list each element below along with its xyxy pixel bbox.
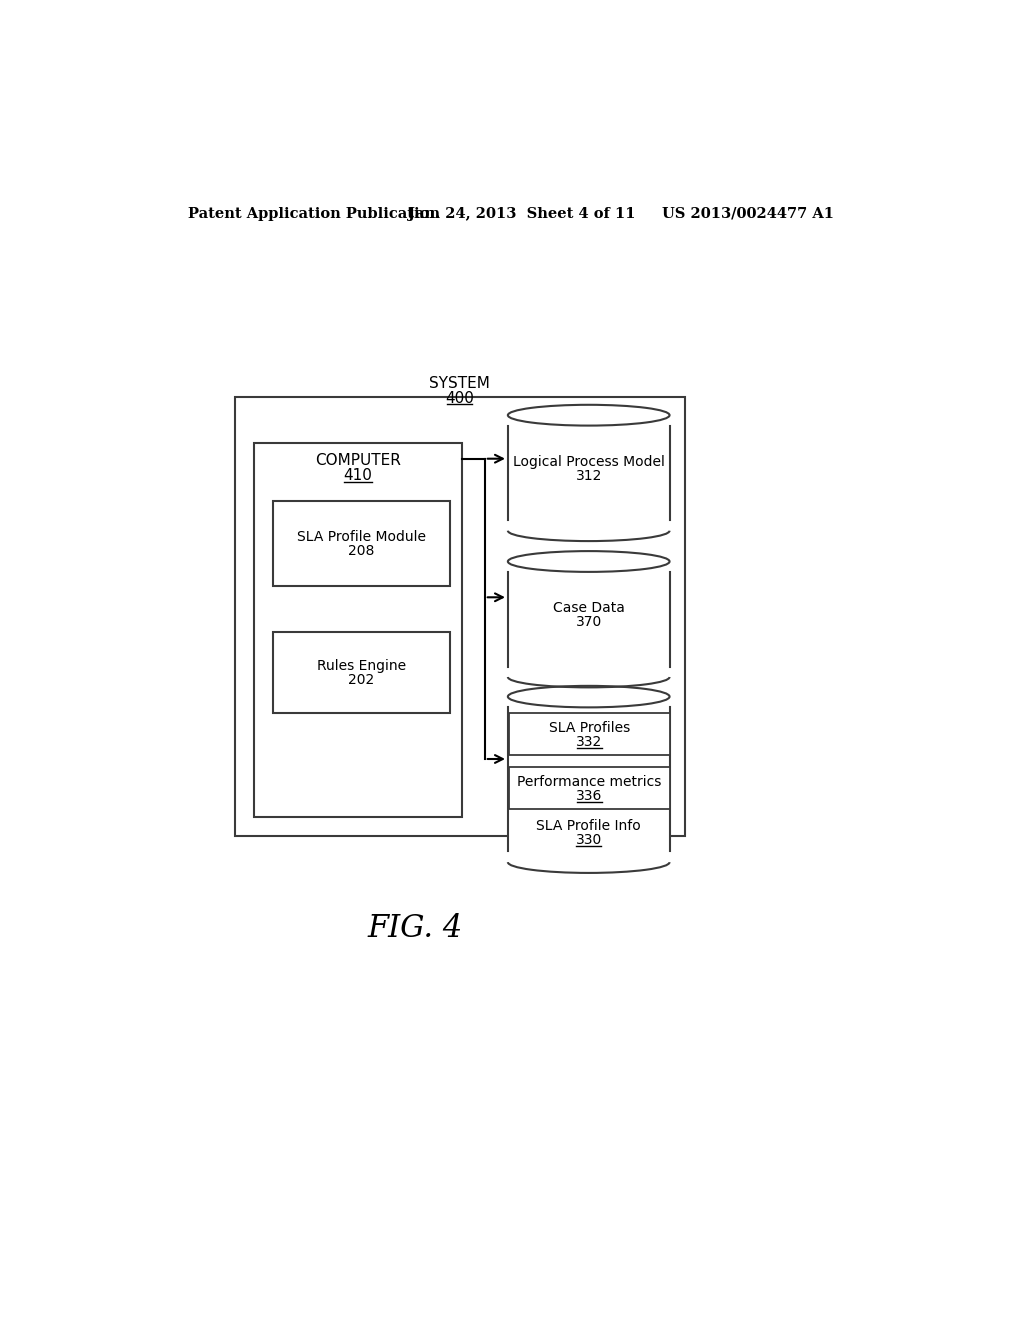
Text: 410: 410	[343, 469, 372, 483]
Text: 330: 330	[575, 833, 602, 847]
Bar	[508, 572, 670, 667]
Text: US 2013/0024477 A1: US 2013/0024477 A1	[662, 207, 834, 220]
Text: SYSTEM: SYSTEM	[429, 376, 490, 391]
Text: SLA Profile Module: SLA Profile Module	[297, 531, 426, 544]
Ellipse shape	[508, 405, 670, 425]
Bar	[273, 632, 451, 713]
Text: Case Data: Case Data	[553, 602, 625, 615]
Text: SLA Profile Info: SLA Profile Info	[537, 818, 641, 833]
Text: 400: 400	[445, 391, 474, 407]
Bar	[273, 502, 451, 586]
Bar	[234, 397, 685, 836]
Text: FIG. 4: FIG. 4	[368, 913, 463, 944]
Text: Rules Engine: Rules Engine	[317, 659, 407, 673]
Text: 336: 336	[577, 788, 603, 803]
Text: COMPUTER: COMPUTER	[314, 453, 400, 467]
Text: 312: 312	[575, 469, 602, 483]
Text: Logical Process Model: Logical Process Model	[513, 455, 665, 469]
Ellipse shape	[508, 851, 670, 873]
Ellipse shape	[508, 520, 670, 541]
Bar	[509, 767, 670, 809]
Ellipse shape	[508, 686, 670, 708]
Ellipse shape	[508, 667, 670, 688]
Bar	[509, 713, 670, 755]
Text: Jan. 24, 2013  Sheet 4 of 11: Jan. 24, 2013 Sheet 4 of 11	[408, 207, 635, 220]
Text: Performance metrics: Performance metrics	[517, 775, 662, 789]
Bar	[254, 444, 462, 817]
Text: 208: 208	[348, 544, 375, 558]
Text: 202: 202	[348, 673, 375, 688]
Bar	[508, 425, 670, 520]
Text: SLA Profiles: SLA Profiles	[549, 721, 630, 735]
Text: 332: 332	[577, 735, 602, 748]
Text: Patent Application Publication: Patent Application Publication	[188, 207, 440, 220]
Text: 370: 370	[575, 615, 602, 630]
Bar	[508, 708, 670, 851]
Ellipse shape	[508, 552, 670, 572]
